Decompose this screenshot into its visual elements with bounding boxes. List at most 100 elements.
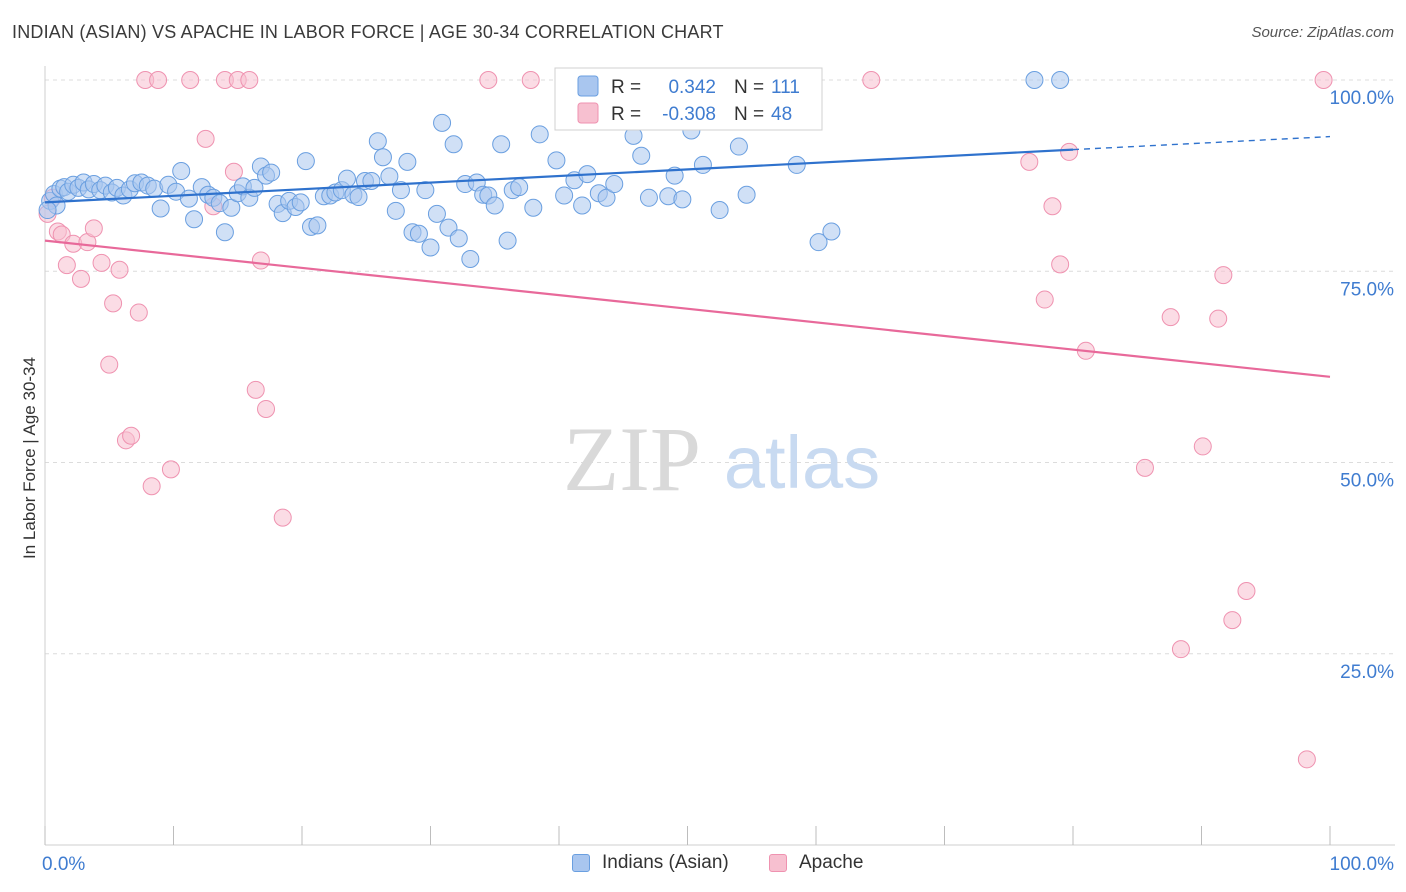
- stats-n-label-pink: N =: [734, 104, 764, 125]
- apache-point-18: [149, 71, 168, 89]
- indian-asian-point-78: [492, 135, 511, 154]
- apache-point-6: [71, 269, 90, 288]
- legend-label-apache: Apache: [799, 852, 864, 873]
- apache-point-36: [1043, 197, 1062, 216]
- stats-r-label-blue: R =: [611, 77, 641, 98]
- indian-asian-point-47: [308, 216, 327, 235]
- apache-point-32: [521, 71, 540, 89]
- apache-point-25: [224, 162, 243, 181]
- indian-asian-point-67: [427, 204, 446, 223]
- indian-asian-point-26: [185, 210, 204, 229]
- indian-asian-point-61: [391, 181, 410, 200]
- legend-item-apache: Apache: [769, 852, 863, 874]
- indian-asian-point-66: [421, 238, 440, 257]
- indian-asian-point-98: [673, 190, 692, 209]
- stats-n-value-blue: 111: [771, 77, 800, 98]
- watermark: ZIP atlas: [563, 408, 880, 510]
- indian-asian-point-24: [172, 162, 191, 181]
- apache-point-34: [1020, 152, 1039, 171]
- indian-asian-point-81: [510, 178, 529, 197]
- apache-point-4: [57, 256, 76, 275]
- indian-asian-point-54: [349, 188, 368, 207]
- indian-asian-point-77: [485, 196, 504, 215]
- y-tick-label-100: 100.0%: [1330, 88, 1395, 109]
- legend-item-indians-asian: Indians (Asian): [572, 852, 729, 874]
- watermark-atlas: atlas: [724, 421, 880, 504]
- indian-asian-point-103: [729, 137, 748, 156]
- indian-asian-point-104: [737, 185, 756, 204]
- stats-r-label-pink: R =: [611, 104, 641, 125]
- source-label: Source: ZipAtlas.com: [1251, 24, 1394, 41]
- apache-point-31: [479, 71, 498, 89]
- apache-point-46: [1223, 611, 1242, 630]
- indian-asian-point-31: [215, 223, 234, 242]
- indian-asian-point-21: [151, 199, 170, 218]
- apache-point-19: [161, 460, 180, 479]
- apache-point-40: [1135, 458, 1154, 477]
- stats-legend-swatch-pink: [577, 102, 599, 124]
- indian-asian-point-101: [710, 201, 729, 220]
- indian-asian-point-45: [296, 152, 315, 171]
- indian-asian-point-64: [409, 224, 428, 243]
- apache-point-43: [1193, 437, 1212, 456]
- legend-label-indians-asian: Indians (Asian): [602, 852, 729, 873]
- indian-asian-point-106: [809, 233, 828, 252]
- apache-point-8: [84, 219, 103, 238]
- indian-asian-point-87: [573, 196, 592, 215]
- apache-point-11: [110, 260, 129, 279]
- apache-point-33: [862, 71, 881, 89]
- apache-point-12: [100, 355, 119, 374]
- indian-asian-point-90: [597, 188, 616, 207]
- apache-point-15: [129, 303, 148, 322]
- indian-asian-point-94: [632, 146, 651, 165]
- chart-title: INDIAN (ASIAN) VS APACHE IN LABOR FORCE …: [12, 22, 724, 42]
- indian-asian-point-71: [449, 229, 468, 248]
- y-tick-label-25: 25.0%: [1340, 662, 1394, 683]
- indian-asian-point-108: [1025, 71, 1044, 89]
- indian-asian-point-100: [693, 155, 712, 174]
- indian-asian-trend-line: [44, 148, 1074, 204]
- indian-asian-points: [38, 71, 1070, 269]
- apache-point-14: [122, 426, 141, 445]
- indian-asian-point-39: [262, 163, 281, 182]
- apache-point-21: [196, 129, 215, 148]
- legend-swatch-blue: [572, 854, 590, 872]
- indian-asian-point-60: [386, 201, 405, 220]
- apache-point-10: [104, 294, 123, 313]
- x-tick-label-100: 100.0%: [1330, 854, 1395, 875]
- indian-asian-point-52: [337, 169, 356, 188]
- apache-point-20: [181, 71, 200, 89]
- stats-n-value-pink: 48: [771, 104, 792, 125]
- indian-asian-point-91: [605, 175, 624, 194]
- apache-point-44: [1209, 309, 1228, 328]
- apache-point-28: [251, 251, 270, 270]
- y-tick-label-50: 50.0%: [1340, 471, 1394, 492]
- indian-asian-point-83: [530, 125, 549, 144]
- indian-asian-point-95: [639, 188, 658, 207]
- apache-point-27: [246, 380, 265, 399]
- legend-swatch-pink: [769, 854, 787, 872]
- apache-point-17: [142, 477, 161, 496]
- indian-asian-point-62: [398, 152, 417, 171]
- apache-trend-line: [44, 239, 1331, 378]
- indian-asian-point-44: [291, 193, 310, 212]
- indian-asian-point-110: [38, 201, 57, 220]
- apache-point-48: [1297, 750, 1316, 769]
- indian-asian-point-70: [444, 135, 463, 154]
- apache-point-47: [1237, 582, 1256, 601]
- x-tick-label-0: 0.0%: [42, 854, 85, 875]
- apache-point-29: [257, 399, 276, 418]
- indian-asian-point-85: [555, 186, 574, 205]
- apache-point-41: [1161, 308, 1180, 327]
- indian-asian-point-84: [547, 151, 566, 170]
- apache-point-9: [92, 253, 111, 272]
- grid-lines: [45, 79, 1395, 655]
- apache-point-49: [1314, 71, 1333, 89]
- indian-asian-point-82: [524, 198, 543, 217]
- bottom-legend: Indians (Asian) Apache: [0, 852, 1406, 878]
- tick-labels: 25.0% 50.0% 75.0% 100.0% 0.0% 100.0%: [42, 88, 1394, 875]
- y-axis-label: In Labor Force | Age 30-34: [20, 357, 39, 559]
- stats-legend-box: [554, 67, 823, 131]
- indian-asian-point-79: [498, 231, 517, 250]
